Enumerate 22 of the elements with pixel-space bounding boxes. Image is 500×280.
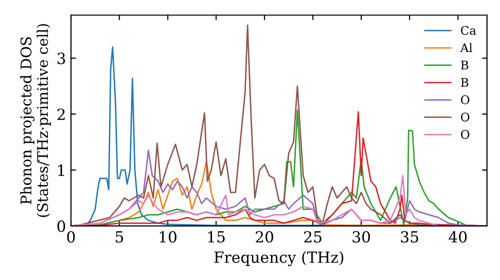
x-tick-label: 30 — [352, 231, 370, 243]
x-tick-label: 25 — [304, 231, 322, 243]
x-tick-label: 35 — [401, 231, 418, 243]
y-tick-label: 3 — [58, 52, 66, 64]
y-tick-label: 0 — [57, 220, 66, 232]
y-tick-label: 1 — [58, 164, 64, 176]
x-tick-label: 10 — [160, 231, 176, 243]
x-tick-label: 5 — [116, 231, 124, 243]
x-tick-label: 20 — [256, 231, 274, 243]
legend-label: B — [460, 60, 468, 70]
x-tick-label: 40 — [448, 231, 467, 243]
y-tick-label: 2 — [57, 108, 65, 120]
legend-label: Al — [460, 43, 472, 52]
legend-label: Ca — [460, 26, 476, 35]
x-tick-label: 0 — [67, 231, 75, 243]
y-axis-title: Phonon projected DOS (States/THz·primitive cell) — [20, 24, 51, 217]
x-tick-label: 15 — [208, 231, 225, 243]
legend-label: B — [460, 78, 468, 87]
legend-label: O — [460, 95, 470, 104]
legend-label: O — [460, 112, 470, 122]
legend-label: O — [460, 130, 470, 139]
x-axis-title: Frequency (THz) — [214, 251, 344, 266]
